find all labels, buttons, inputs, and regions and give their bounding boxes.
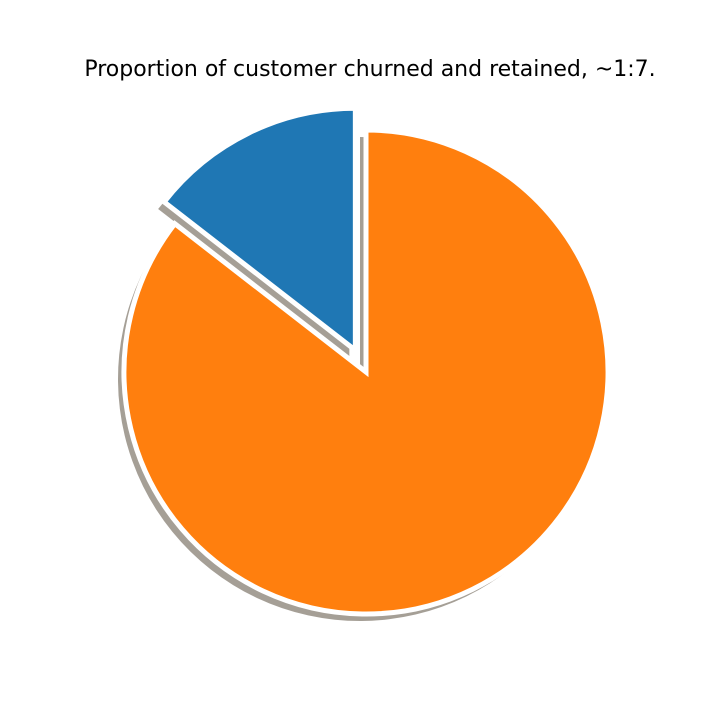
chart-title: Proportion of customer churned and retai… (84, 57, 656, 82)
pie-slice-1 (121, 127, 611, 617)
pie-slice-0 (160, 105, 358, 356)
